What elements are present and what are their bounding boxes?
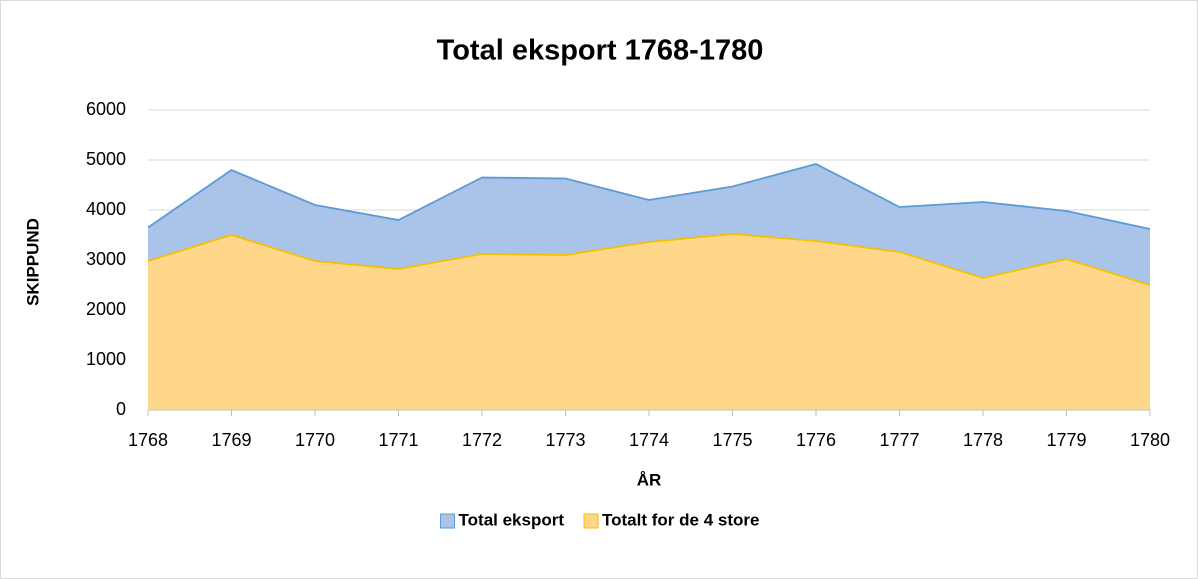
legend-label: Total eksport	[459, 510, 565, 529]
x-tick-label: 1771	[378, 430, 418, 450]
legend-swatch	[583, 513, 599, 529]
x-tick-label: 1778	[963, 430, 1003, 450]
x-tick-label: 1768	[128, 430, 168, 450]
y-tick-label: 4000	[86, 199, 126, 219]
x-tick-label: 1773	[545, 430, 585, 450]
y-axis-label: SKIPPUND	[23, 218, 42, 306]
x-axis-label: ÅR	[637, 470, 662, 489]
x-tick-label: 1780	[1130, 430, 1170, 450]
legend-label: Totalt for de 4 store	[602, 510, 759, 529]
area-fill	[148, 234, 1150, 410]
legend-item: Total eksport	[440, 510, 565, 529]
y-tick-label: 1000	[86, 349, 126, 369]
x-tick-label: 1775	[712, 430, 752, 450]
x-tick-label: 1779	[1046, 430, 1086, 450]
x-tick-label: 1776	[796, 430, 836, 450]
y-tick-label: 0	[116, 399, 126, 419]
area-line	[147, 233, 1151, 286]
legend-swatch	[440, 513, 456, 529]
x-tick-label: 1770	[295, 430, 335, 450]
x-tick-label: 1774	[629, 430, 669, 450]
x-tick-label: 1769	[211, 430, 251, 450]
y-tick-label: 5000	[86, 149, 126, 169]
x-tick-label: 1772	[462, 430, 502, 450]
y-tick-label: 3000	[86, 249, 126, 269]
y-tick-label: 2000	[86, 299, 126, 319]
chart-title: Total eksport 1768-1780	[437, 35, 764, 67]
legend-item: Totalt for de 4 store	[583, 510, 759, 529]
area-line	[147, 163, 1151, 230]
x-tick-label: 1777	[879, 430, 919, 450]
y-tick-label: 6000	[86, 99, 126, 119]
